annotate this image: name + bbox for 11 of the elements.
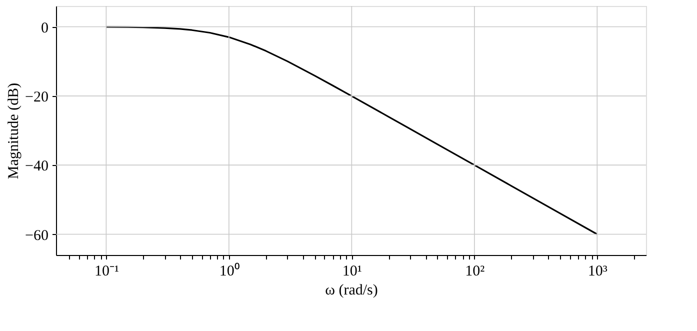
x-axis-title: ω (rad/s) (325, 282, 378, 298)
y-tick-label: −20 (25, 89, 48, 106)
x-tick-label: 10³ (588, 264, 608, 280)
y-tick-label: −40 (25, 158, 48, 175)
y-tick-label: 0 (41, 20, 48, 36)
x-tick-label: 10⁰ (219, 262, 240, 280)
x-tick-label: 10² (465, 264, 486, 280)
y-tick-label: −60 (25, 228, 48, 244)
y-axis-title: Magnitude (dB) (6, 82, 22, 180)
x-tick-label: 10⁻¹ (94, 264, 119, 280)
x-tick-label: 10¹ (342, 264, 362, 280)
